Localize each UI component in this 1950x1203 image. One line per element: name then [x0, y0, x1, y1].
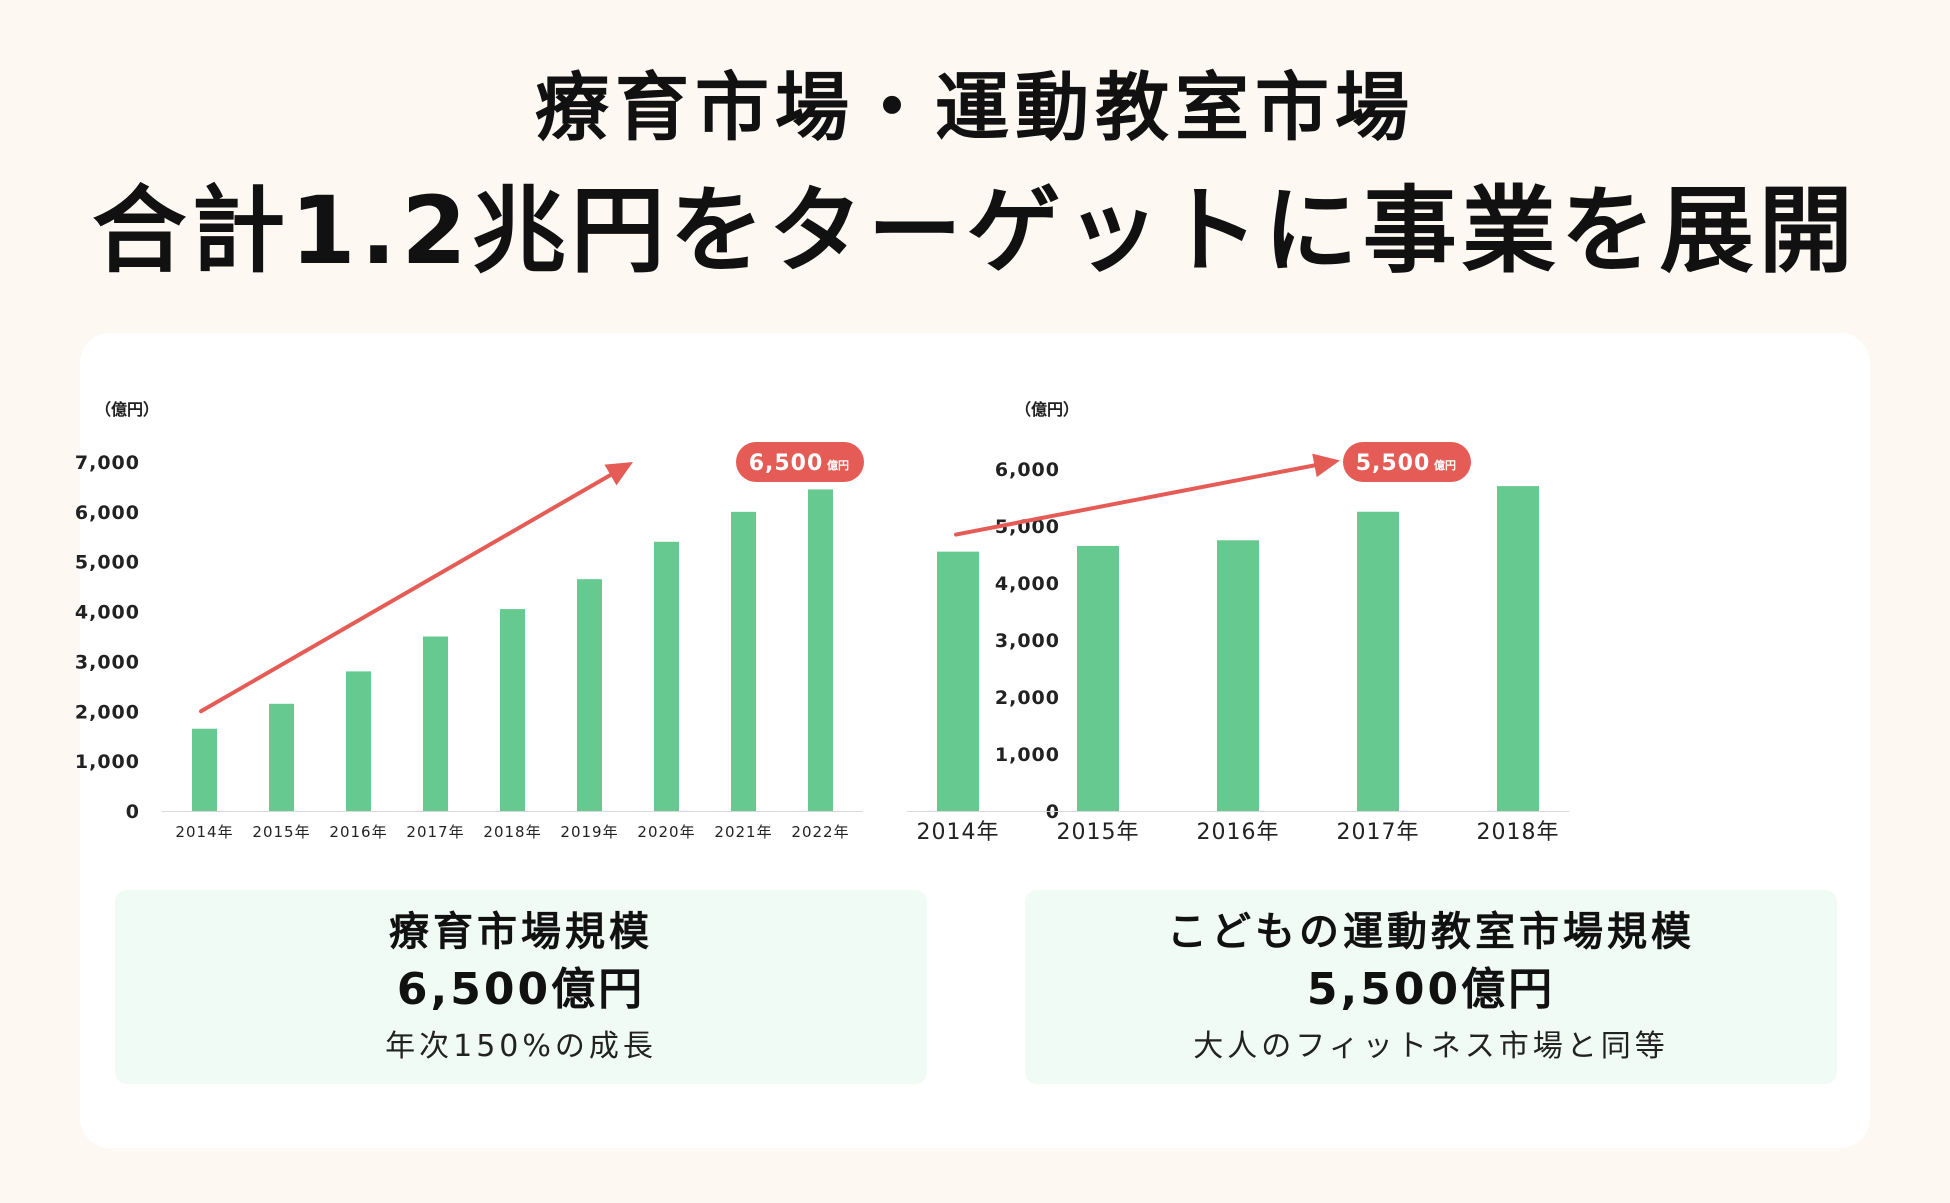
x-tick-label: 2016年: [329, 823, 387, 841]
bar: [937, 551, 979, 811]
x-tick-label: 2019年: [560, 823, 618, 841]
y-tick-label: 4,000: [75, 602, 140, 624]
value-badge: [736, 442, 864, 482]
bar: [808, 489, 833, 811]
trend-arrow-head: [1312, 453, 1340, 478]
bar: [1357, 511, 1399, 811]
y-axis-unit-label: （億円）: [95, 400, 159, 419]
summary-value: 6,500億円: [396, 964, 646, 1015]
y-tick-label: 0: [126, 801, 140, 823]
bar: [192, 728, 217, 811]
x-tick-label: 2020年: [637, 823, 695, 841]
trend-arrow-line: [199, 472, 613, 714]
trend-arrow-head: [604, 462, 633, 486]
bar: [423, 636, 448, 811]
y-tick-label: 3,000: [995, 630, 1060, 652]
x-tick-label: 2015年: [1057, 820, 1140, 845]
y-tick-label: 2,000: [75, 701, 140, 723]
therapy-market-summary: 療育市場規模 6,500億円 年次150%の成長: [115, 890, 927, 1084]
summary-title: こどもの運動教室市場規模: [1167, 909, 1695, 955]
value-badge-unit: 億円: [1434, 458, 1456, 472]
y-axis-unit-label: （億円）: [1015, 400, 1079, 419]
value-badge-number: 5,500: [1356, 451, 1431, 476]
x-tick-label: 2017年: [1337, 820, 1420, 845]
bar: [731, 511, 756, 811]
x-tick-label: 2016年: [1197, 820, 1280, 845]
y-tick-label: 2,000: [995, 687, 1060, 709]
x-tick-label: 2021年: [714, 823, 772, 841]
y-tick-label: 3,000: [75, 651, 140, 673]
bar: [1217, 540, 1259, 811]
x-tick-label: 2015年: [252, 823, 310, 841]
value-badge-unit: 億円: [827, 458, 849, 472]
y-tick-label: 6,000: [995, 459, 1060, 481]
value-badge: [1343, 442, 1471, 482]
bar: [269, 703, 294, 811]
summary-note: 大人のフィットネス市場と同等: [1193, 1029, 1669, 1064]
y-tick-label: 5,000: [75, 552, 140, 574]
bar: [577, 579, 602, 811]
x-tick-label: 2014年: [917, 820, 1000, 845]
y-tick-label: 6,000: [75, 502, 140, 524]
bar: [500, 609, 525, 811]
y-tick-label: 5,000: [995, 516, 1060, 538]
y-tick-label: 1,000: [995, 744, 1060, 766]
x-tick-label: 2014年: [175, 823, 233, 841]
therapy-market-chart: （億円） 0 1,000 2,000 3,000 4,000 5,000 6,000 7,000…: [75, 400, 864, 841]
x-tick-label: 2018年: [483, 823, 541, 841]
summary-note: 年次150%の成長: [385, 1029, 657, 1064]
bar: [1077, 545, 1119, 811]
bar: [654, 541, 679, 811]
x-tick-label: 2018年: [1477, 820, 1560, 845]
x-tick-label: 2017年: [406, 823, 464, 841]
y-tick-label: 1,000: [75, 751, 140, 773]
y-tick-label: 4,000: [995, 573, 1060, 595]
bar: [1497, 486, 1539, 811]
trend-arrow-line: [954, 463, 1317, 537]
page-subtitle: 合計1.2兆円をターゲットに事業を展開: [92, 177, 1858, 286]
page-title: 療育市場・運動教室市場: [535, 65, 1415, 151]
x-tick-label: 2022年: [791, 823, 849, 841]
bar: [346, 671, 371, 811]
summary-title: 療育市場規模: [389, 909, 653, 955]
summary-value: 5,500億円: [1306, 964, 1556, 1015]
value-badge-number: 6,500: [749, 451, 824, 476]
y-tick-label: 7,000: [75, 452, 140, 474]
kids-sports-market-chart: （億円）01,0002,0003,0004,0005,0006,0002014年…: [907, 400, 1569, 845]
kids-sports-market-summary: こどもの運動教室市場規模 5,500億円 大人のフィットネス市場と同等: [1025, 890, 1837, 1084]
